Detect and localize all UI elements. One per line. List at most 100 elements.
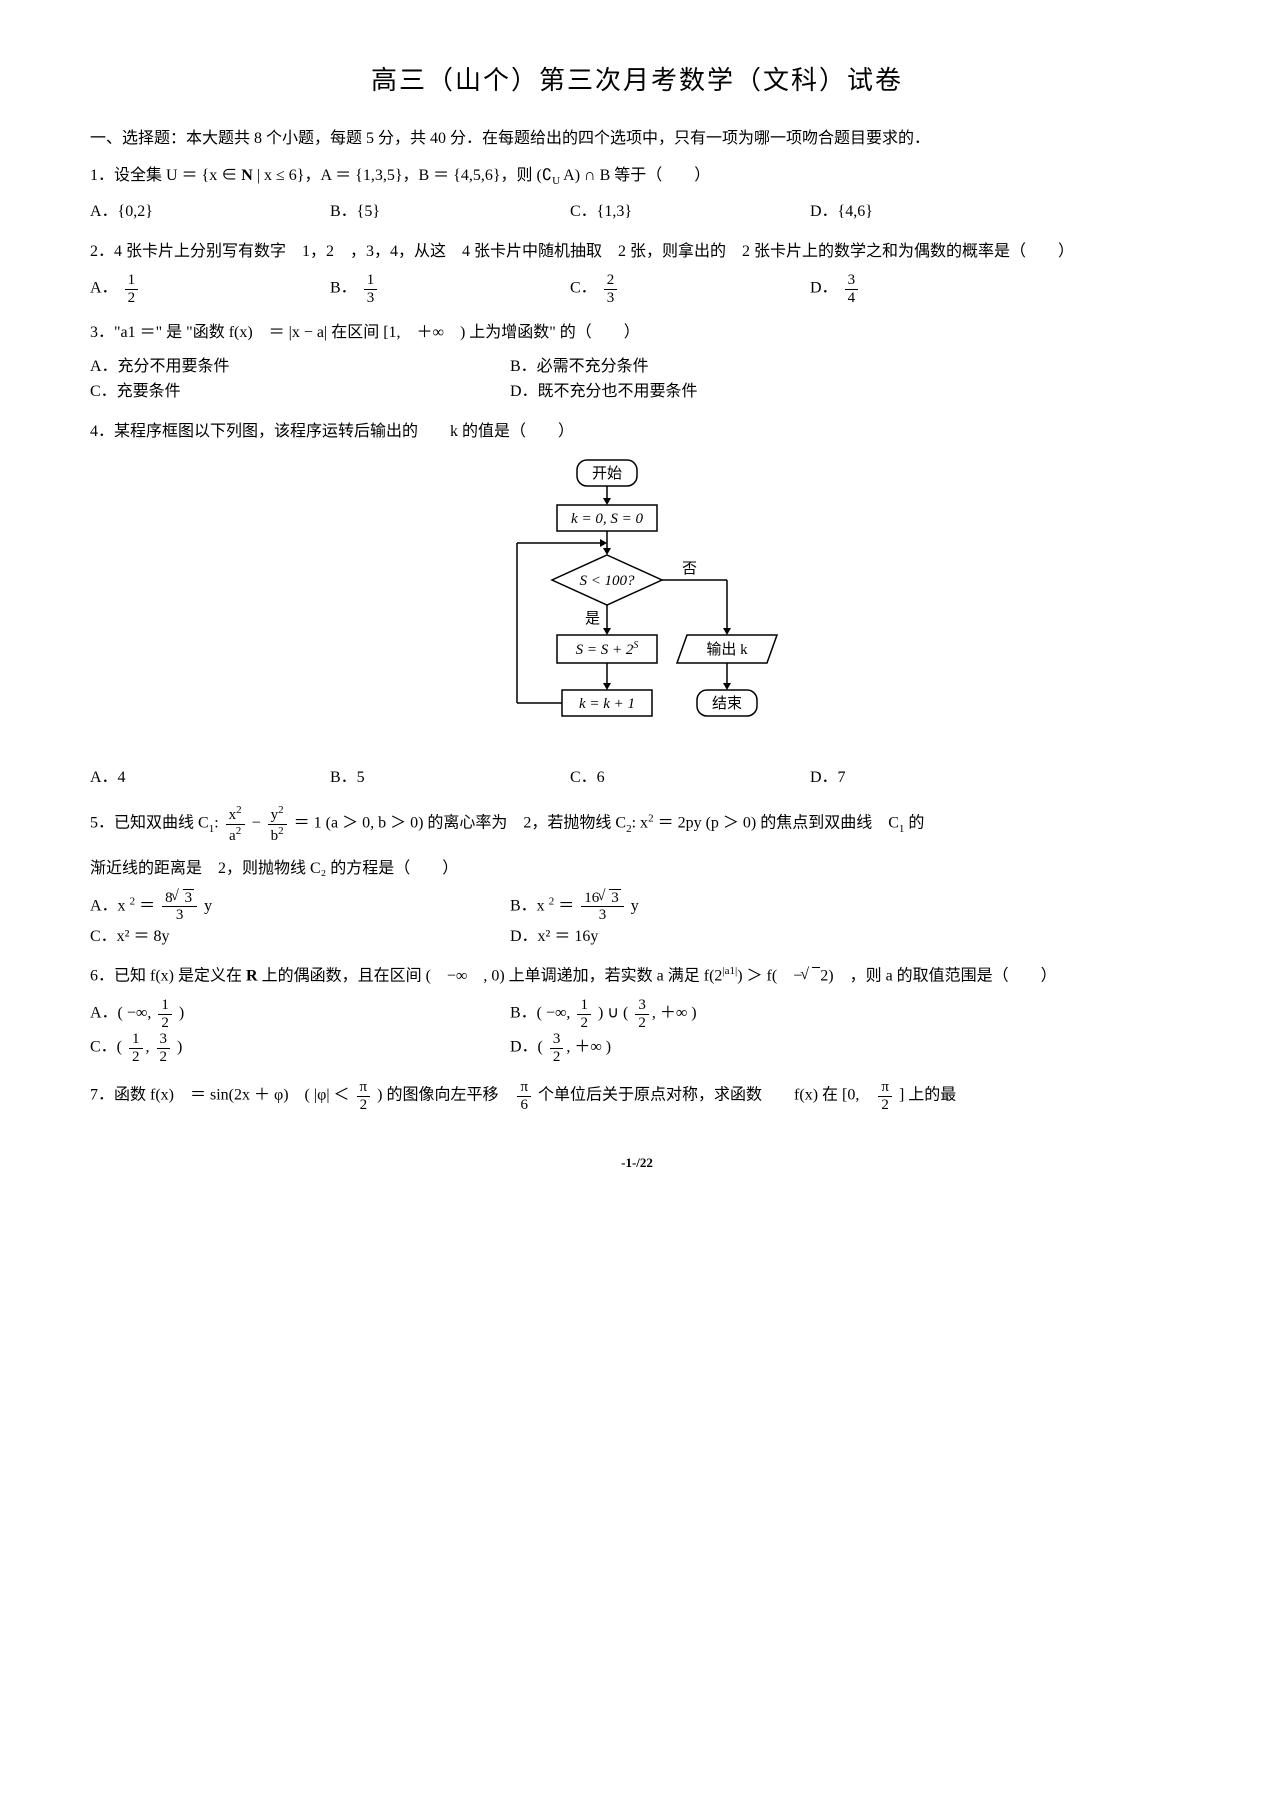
q6-sqrt	[812, 967, 820, 985]
q5-b-den: 3	[581, 906, 624, 924]
q6-opt-c: C．( 12, 32 )	[90, 1031, 470, 1065]
q6d-post: , ＋∞ )	[566, 1039, 611, 1056]
q1-opt-a: A．{0,2}	[90, 199, 270, 225]
q3-opt-d: D．既不充分也不用要条件	[510, 379, 890, 405]
page-title: 高三（山个）第三次月考数学（文科）试卷	[90, 60, 1184, 102]
flow-start: 开始	[592, 465, 622, 482]
flow-end: 结束	[712, 695, 742, 712]
page-footer: -1-/22	[90, 1153, 1184, 1174]
q4-options: A．4 B．5 C．6 D．7	[90, 765, 1184, 791]
q3-opt-a: A．充分不用要条件	[90, 354, 470, 380]
q2-c-num: 2	[604, 272, 618, 289]
q5-opt-c: C．x² ＝ 8y	[90, 924, 470, 950]
question-4: 4．某程序框图以下列图，该程序运转后输出的 k 的值是（ ）	[90, 419, 1184, 445]
q5-a-rad: 3	[183, 889, 195, 906]
flow-cond: S < 100?	[579, 573, 635, 589]
q5-a: 5．已知双曲线 C	[90, 815, 209, 832]
q7-c: 个单位后关于原点对称，求函数 f(x) 在 [0,	[534, 1087, 875, 1104]
q5-a-pre: A．x	[90, 897, 130, 914]
q5-opt-a: A．x 2 ＝ 833 y	[90, 890, 470, 924]
flow-step: S = S + 2S	[576, 640, 639, 658]
q4-opt-c: C．6	[570, 765, 750, 791]
q6c-post: )	[173, 1039, 182, 1056]
q3-opt-c: C．充要条件	[90, 379, 470, 405]
q6c-n2: 3	[157, 1031, 171, 1048]
flow-inc: k = k + 1	[579, 696, 635, 712]
q6d-pre: D．(	[510, 1039, 547, 1056]
q5-b: :	[214, 815, 222, 832]
q5-opt-b: B．x 2 ＝ 1633 y	[510, 890, 890, 924]
q6-sup: |a1|	[722, 965, 737, 977]
q5-b-pre: B．x	[510, 897, 549, 914]
q7-d: ] 上的最	[895, 1087, 956, 1104]
q5-f: 的	[904, 815, 924, 832]
question-6: 6．已知 f(x) 是定义在 R 上的偶函数，且在区间 ( −∞ , 0) 上单…	[90, 963, 1184, 989]
q2-a-den: 2	[125, 289, 139, 307]
q5-a-post: y	[204, 897, 212, 914]
q7-f2d: 6	[517, 1096, 531, 1114]
q7-a: 7．函数 f(x) ＝ sin(2x ＋ φ) ( |φ| ＜	[90, 1087, 354, 1104]
flow-init: k = 0, S = 0	[571, 511, 643, 527]
q3-opt-b: B．必需不充分条件	[510, 354, 890, 380]
q2-options: A． 12 B． 13 C． 23 D． 34	[90, 272, 1184, 306]
question-5: 5．已知双曲线 C1: x2a2 − y2b2 ＝ 1 (a ＞ 0, b ＞ …	[90, 804, 1184, 844]
q1-options: A．{0,2} B．{5} C．{1,3} D．{4,6}	[90, 199, 1184, 225]
q5-d: : x	[632, 815, 648, 832]
q2-c-label: C．	[570, 280, 597, 297]
q6-b: R	[246, 968, 258, 985]
q5-opt-d: D．x² ＝ 16y	[510, 924, 890, 950]
q6-a: 6．已知 f(x) 是定义在	[90, 968, 246, 985]
q2-b-den: 3	[364, 289, 378, 307]
q6a-d: 2	[158, 1014, 172, 1032]
q5-options: A．x 2 ＝ 833 y B．x 2 ＝ 1633 y C．x² ＝ 8y D…	[90, 890, 1184, 950]
q6a-pre: A．( −∞,	[90, 1005, 155, 1022]
q6-d: ) ＞ f( −	[737, 968, 802, 985]
q6b-d1: 2	[577, 1014, 591, 1032]
q3-options: A．充分不用要条件 B．必需不充分条件 C．充要条件 D．既不充分也不用要条件	[90, 354, 1184, 405]
q6a-post: )	[175, 1005, 184, 1022]
q5-c: ＝ 1 (a ＞ 0, b ＞ 0) 的离心率为 2，若抛物线 C	[294, 815, 626, 832]
q6-c: 上的偶函数，且在区间 ( −∞ , 0) 上单调递加，若实数 a 满足 f(2	[258, 968, 723, 985]
flowchart: 开始 k = 0, S = 0 S < 100? 否 是 S = S + 2S …	[457, 455, 817, 755]
q6-opt-b: B．( −∞, 12 ) ∪ ( 32, ＋∞ )	[510, 997, 890, 1031]
q1-stem-e: A) ∩ B 等于（ ）	[560, 167, 710, 184]
q6-e: 2) ，则 a 的取值范围是（ ）	[820, 968, 1056, 985]
q6-opt-d: D．( 32, ＋∞ )	[510, 1031, 890, 1065]
question-3: 3．"a1 ＝" 是 "函数 f(x) ＝ |x − a| 在区间 [1, ＋∞…	[90, 320, 1184, 346]
q6-opt-a: A．( −∞, 12 )	[90, 997, 470, 1031]
q5-b-post: y	[631, 897, 639, 914]
q2-opt-d: D． 34	[810, 272, 990, 306]
section-1-header: 一、选择题：本大题共 8 个小题，每题 5 分，共 40 分．在每题给出的四个选…	[90, 126, 1184, 152]
q5-a-den: 3	[162, 906, 197, 924]
q4-opt-b: B．5	[330, 765, 510, 791]
q6b-n1: 1	[577, 997, 591, 1014]
q1-opt-d: D．{4,6}	[810, 199, 990, 225]
question-7: 7．函数 f(x) ＝ sin(2x ＋ φ) ( |φ| ＜ π2 ) 的图像…	[90, 1079, 1184, 1113]
question-2: 2．4 张卡片上分别写有数字 1，2 ，3，4，从这 4 张卡片中随机抽取 2 …	[90, 239, 1184, 265]
q7-f3n: π	[878, 1079, 892, 1096]
q6-options: A．( −∞, 12 ) B．( −∞, 12 ) ∪ ( 32, ＋∞ ) C…	[90, 997, 1184, 1065]
q6b-pre: B．( −∞,	[510, 1005, 574, 1022]
question-5-line2: 渐近线的距离是 2，则抛物线 C₂ 的方程是（ ）	[90, 856, 1184, 882]
q2-a-num: 1	[125, 272, 139, 289]
q6c-n1: 1	[129, 1031, 143, 1048]
q1-stem-c: | x ≤ 6}，A ＝ {1,3,5}，B ＝ {4,5,6}，则 (∁	[253, 167, 552, 184]
q6d-d: 2	[550, 1048, 564, 1066]
q7-f2n: π	[517, 1079, 531, 1096]
q1-stem-a: 1．设全集 U ＝ {x ∈	[90, 167, 241, 184]
q6c-pre: C．(	[90, 1039, 126, 1056]
q5-b-rad: 3	[609, 889, 621, 906]
question-1: 1．设全集 U ＝ {x ∈ N | x ≤ 6}，A ＝ {1,3,5}，B …	[90, 163, 1184, 191]
q6b-d2: 2	[635, 1014, 649, 1032]
q6c-mid: ,	[146, 1039, 154, 1056]
q2-opt-b: B． 13	[330, 272, 510, 306]
q2-b-num: 1	[364, 272, 378, 289]
q4-opt-a: A．4	[90, 765, 270, 791]
q5-e: ＝ 2py (p ＞ 0) 的焦点到双曲线 C	[654, 815, 899, 832]
q6b-post: , ＋∞ )	[652, 1005, 697, 1022]
q2-b-label: B．	[330, 280, 357, 297]
q6a-n: 1	[158, 997, 172, 1014]
flow-no: 否	[682, 561, 697, 577]
q4-opt-d: D．7	[810, 765, 990, 791]
q1-stem-b: N	[241, 167, 253, 184]
